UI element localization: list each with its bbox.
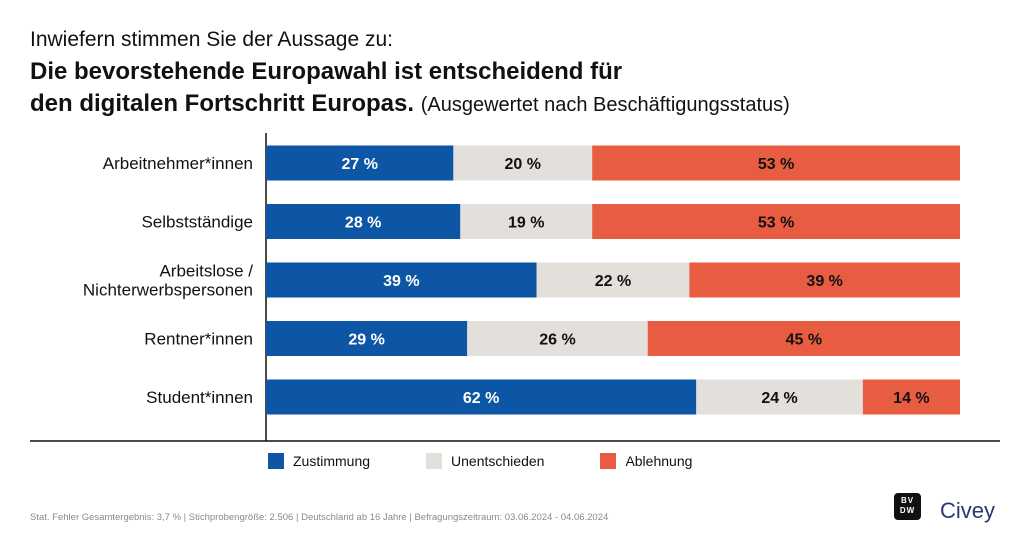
data-label: 19 % xyxy=(508,215,544,232)
legend-swatch-ablehnung xyxy=(600,453,617,469)
legend-item-zustimmung: Zustimmung xyxy=(268,453,370,469)
bar-segment-ablehnung xyxy=(689,262,960,298)
data-label: 28 % xyxy=(345,215,381,232)
category-label: Arbeitnehmer*innen xyxy=(103,154,253,173)
bar-segment-ablehnung xyxy=(592,145,960,181)
chart-title-text: Die bevorstehende Europawahl ist entsche… xyxy=(30,58,623,117)
data-label: 20 % xyxy=(505,156,541,173)
data-label: 22 % xyxy=(595,273,631,290)
bar-segment-ablehnung xyxy=(592,204,960,239)
bar-segment-zustimmung xyxy=(266,262,537,298)
footer-note: Stat. Fehler Gesamtergebnis: 3,7 % | Sti… xyxy=(30,512,609,523)
question-pre: Inwiefern stimmen Sie der Aussage zu: xyxy=(30,28,394,51)
data-label: 62 % xyxy=(463,390,499,407)
legend-swatch-unentschieden xyxy=(426,453,443,469)
civey-logo: Civey xyxy=(940,498,996,523)
bar-segment-zustimmung xyxy=(266,204,461,239)
legend-label-zustimmung: Zustimmung xyxy=(293,453,371,469)
data-label: 53 % xyxy=(758,156,794,173)
chart-title: Die bevorstehende Europawahl ist entsche… xyxy=(30,56,1010,121)
legend-swatch-zustimmung xyxy=(268,453,284,469)
data-label: 29 % xyxy=(348,332,384,349)
data-label: 39 % xyxy=(806,273,842,290)
data-label: 27 % xyxy=(341,156,377,173)
bar-segment-unentschieden xyxy=(467,321,648,356)
category-label: Nichterwerbspersonen xyxy=(83,281,253,300)
category-label: Student*innen xyxy=(146,388,253,407)
bar-segment-unentschieden xyxy=(453,145,593,181)
bar-segment-unentschieden xyxy=(460,204,593,239)
category-label: Arbeitslose / xyxy=(159,262,253,281)
legend-item-ablehnung: Ablehnung xyxy=(600,453,692,469)
data-label: 26 % xyxy=(539,332,575,349)
category-label: Selbstständige xyxy=(141,213,253,232)
legend-label-unentschieden: Unentschieden xyxy=(451,453,545,469)
data-label: 14 % xyxy=(893,390,929,407)
data-label: 53 % xyxy=(758,215,794,232)
bar-segment-zustimmung xyxy=(266,321,468,356)
category-label: Rentner*innen xyxy=(144,330,253,349)
legend-label-ablehnung: Ablehnung xyxy=(625,453,693,469)
legend-item-unentschieden: Unentschieden xyxy=(426,453,544,469)
bar-segment-unentschieden xyxy=(536,262,690,298)
data-label: 39 % xyxy=(383,273,419,290)
bar-segment-unentschieden xyxy=(696,379,863,415)
stacked-bar-chart: Arbeitnehmer*innen 27 % 20 % 53 % Selbststän… xyxy=(30,133,1000,442)
bar-segment-ablehnung xyxy=(647,321,960,356)
bvdw-logo: BV DW xyxy=(894,493,921,520)
data-label: 45 % xyxy=(786,332,822,349)
chart-subtitle: (Ausgewertet nach Beschäftigungsstatus) xyxy=(420,94,790,116)
bar-segment-zustimmung xyxy=(266,379,697,415)
data-label: 24 % xyxy=(761,390,797,407)
bar-segment-ablehnung xyxy=(862,379,960,415)
bar-segment-zustimmung xyxy=(266,145,454,181)
chart-legend: Zustimmung Unentschieden Ablehnung xyxy=(268,453,748,469)
